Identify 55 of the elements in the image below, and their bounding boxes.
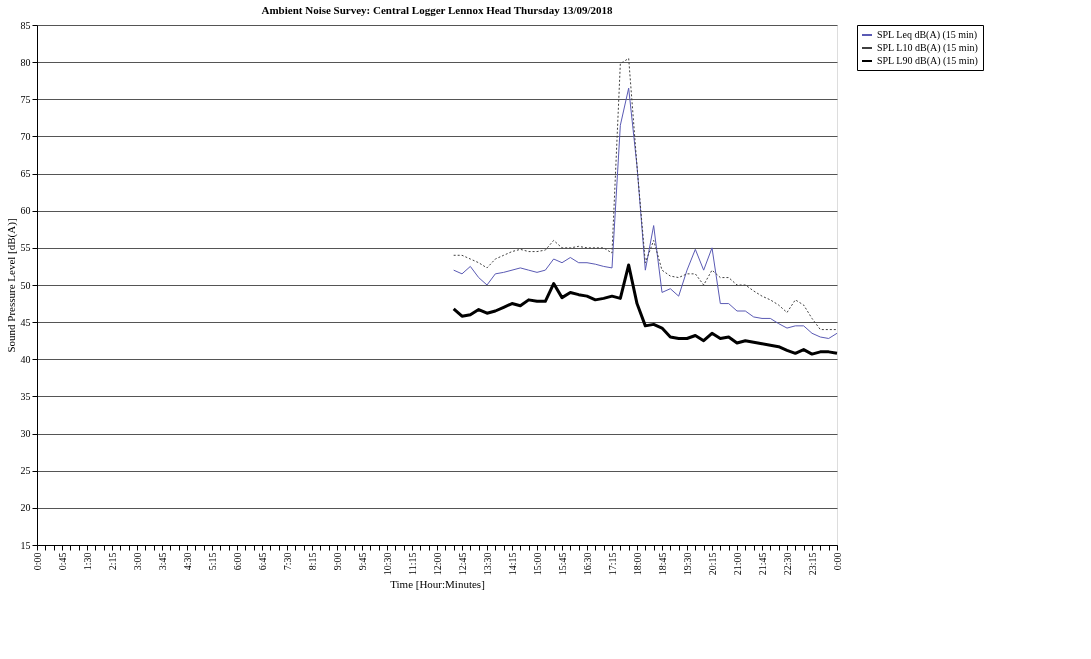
y-tick-label: 75 <box>20 93 31 105</box>
x-tick-label: 14:15 <box>506 552 518 576</box>
y-tick-label: 85 <box>20 19 31 31</box>
x-axis-title: Time [Hour:Minutes] <box>390 578 485 591</box>
x-tick-label: 17:15 <box>606 552 618 576</box>
x-tick-label: 12:00 <box>431 552 443 576</box>
x-tick-label: 0:00 <box>831 552 843 571</box>
x-tick-label: 4:30 <box>181 552 193 571</box>
x-tick-label: 13:30 <box>481 552 493 576</box>
y-tick-label: 55 <box>20 242 31 254</box>
y-axis-title: Sound Pressure Level [dB(A)] <box>4 218 18 353</box>
x-tick-label: 6:00 <box>231 552 243 571</box>
x-tick-label: 10:30 <box>381 552 393 576</box>
x-tick-label: 16:30 <box>581 552 593 576</box>
x-tick-label: 11:15 <box>406 552 418 575</box>
x-tick-label: 3:45 <box>156 552 168 571</box>
y-tick-label: 45 <box>20 316 31 328</box>
y-tick-label: 20 <box>20 502 31 514</box>
y-tick-label: 35 <box>20 390 31 402</box>
x-tick-label: 21:45 <box>756 552 768 576</box>
x-tick-label: 6:45 <box>256 552 268 571</box>
line-series <box>452 263 839 356</box>
legend-label: SPL Leq dB(A) (15 min) <box>877 29 978 41</box>
y-tick-label: 15 <box>20 539 31 551</box>
x-tick-label: 0:45 <box>56 552 68 571</box>
y-tick-label: 50 <box>20 279 31 291</box>
y-tick-label: 30 <box>20 428 31 440</box>
x-tick-label: 3:00 <box>131 552 143 571</box>
legend-label: SPL L90 dB(A) (15 min) <box>877 55 978 67</box>
y-tick-label: 70 <box>20 130 31 142</box>
x-tick-label: 18:45 <box>656 552 668 576</box>
x-tick-label: 9:00 <box>331 552 343 571</box>
x-tick-label: 19:30 <box>681 552 693 576</box>
chart-title: Ambient Noise Survey: Central Logger Lennox Head Thursday 13/09/2018 <box>261 4 613 16</box>
x-tick-label: 15:45 <box>556 552 568 576</box>
x-tick-label: 20:15 <box>706 552 718 576</box>
x-tick-label: 15:00 <box>531 552 543 576</box>
x-tick-label: 5:15 <box>206 552 218 571</box>
x-tick-label: 2:15 <box>106 552 118 571</box>
x-tick-label: 9:45 <box>356 552 368 571</box>
y-tick-label: 40 <box>20 353 31 365</box>
y-tick-label: 65 <box>20 168 31 180</box>
y-tick-label: 25 <box>20 465 31 477</box>
x-tick-label: 18:00 <box>631 552 643 576</box>
x-tick-label: 0:00 <box>31 552 43 571</box>
x-tick-label: 8:15 <box>306 552 318 571</box>
y-tick-label: 80 <box>20 56 31 68</box>
x-tick-label: 1:30 <box>81 552 93 571</box>
y-tick-label: 60 <box>20 205 31 217</box>
x-tick-label: 7:30 <box>281 552 293 571</box>
x-tick-label: 12:45 <box>456 552 468 576</box>
x-tick-label: 23:15 <box>806 552 818 576</box>
x-tick-label: 22:30 <box>781 552 793 576</box>
legend-label: SPL L10 dB(A) (15 min) <box>877 42 978 54</box>
x-tick-label: 21:00 <box>731 552 743 576</box>
